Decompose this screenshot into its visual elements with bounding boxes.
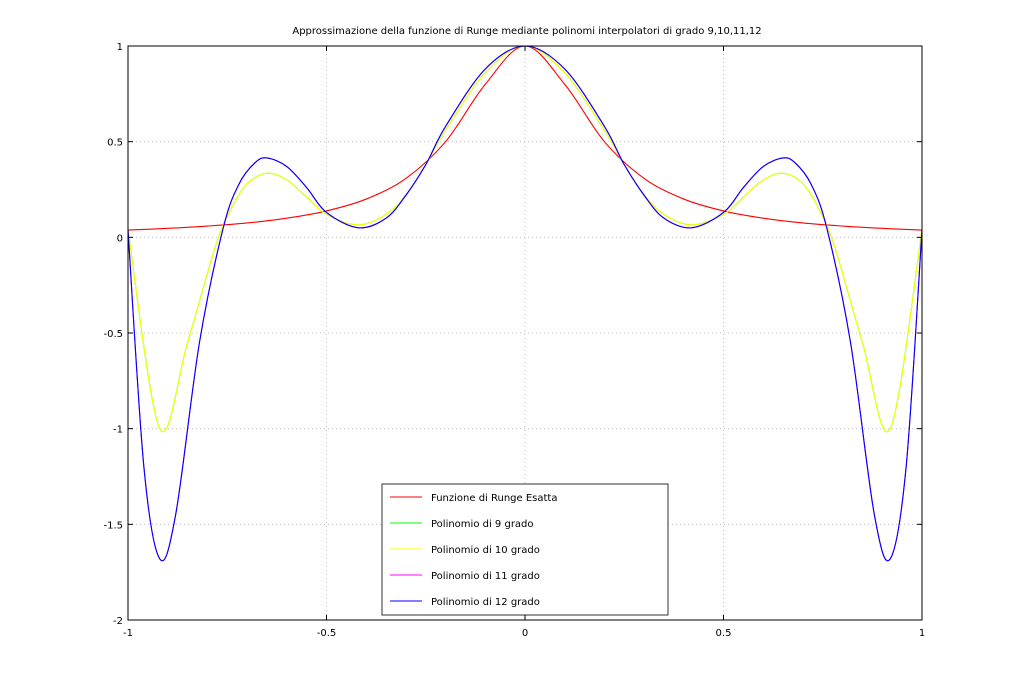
legend-label: Polinomio di 11 grado: [431, 571, 540, 582]
legend: Funzione di Runge Esatta Polinomio di 9 g…: [381, 483, 669, 616]
y-tick-label: -1.5: [103, 520, 123, 531]
series-line-4: [127, 45, 923, 562]
y-tick-label: -1: [113, 425, 123, 436]
x-tick-label: -0.5: [317, 628, 337, 639]
y-tick-label: 1: [117, 42, 123, 53]
x-tick-label: 0.5: [716, 628, 732, 639]
legend-label: Polinomio di 9 grado: [431, 519, 534, 530]
series-line-5: [127, 45, 923, 562]
legend-label: Funzione di Runge Esatta: [431, 493, 557, 504]
x-tick-label: -1: [123, 628, 133, 639]
y-tick-label: 0: [117, 233, 123, 244]
legend-label: Polinomio di 10 grado: [431, 545, 540, 556]
chart-title: Approssimazione della funzione di Runge …: [292, 26, 761, 37]
x-tick-label: 0: [522, 628, 528, 639]
y-tick-label: 0.5: [107, 138, 123, 149]
series-layer: [127, 45, 923, 562]
ticks: -1 -0.5 0 0.5 1 -2 -1.5 -1 -0.5 0 0.5 1: [103, 42, 925, 639]
x-tick-label: 1: [919, 628, 925, 639]
legend-box: [381, 483, 669, 616]
legend-label: Polinomio di 12 grado: [431, 597, 540, 608]
y-tick-label: -0.5: [103, 329, 123, 340]
y-tick-label: -2: [113, 616, 123, 627]
